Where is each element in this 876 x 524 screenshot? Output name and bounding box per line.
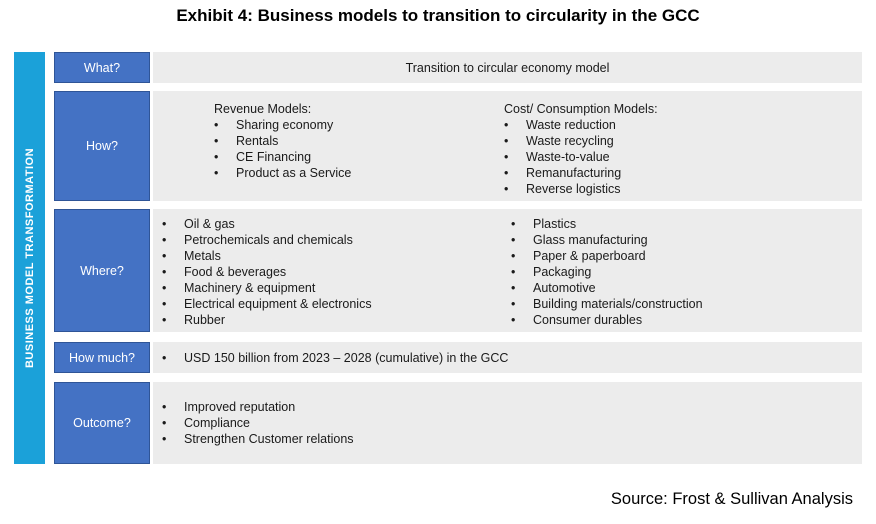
outcome-content: Improved reputation Compliance Strengthe… <box>153 382 862 464</box>
list-item: Compliance <box>162 415 354 431</box>
list-item: CE Financing <box>214 149 351 165</box>
side-label: BUSINESS MODEL TRANSFORMATION <box>23 147 36 369</box>
what-label: What? <box>54 52 150 83</box>
list-item: Packaging <box>511 264 703 280</box>
where-content: Oil & gas Petrochemicals and chemicals M… <box>153 209 862 332</box>
how-label: How? <box>54 91 150 201</box>
exhibit-title: Exhibit 4: Business models to transition… <box>176 6 700 25</box>
what-content: Transition to circular economy model <box>153 52 862 83</box>
list-item: Rubber <box>162 312 372 328</box>
cost-heading: Cost/ Consumption Models: <box>504 102 658 116</box>
list-item: Petrochemicals and chemicals <box>162 232 372 248</box>
how-much-list: USD 150 billion from 2023 – 2028 (cumula… <box>162 350 509 366</box>
list-item: Automotive <box>511 280 703 296</box>
outcome-label: Outcome? <box>54 382 150 464</box>
where-left-list: Oil & gas Petrochemicals and chemicals M… <box>162 216 372 328</box>
how-much-content: USD 150 billion from 2023 – 2028 (cumula… <box>153 342 862 373</box>
list-item: Electrical equipment & electronics <box>162 296 372 312</box>
what-text: Transition to circular economy model <box>405 60 610 75</box>
list-item: Paper & paperboard <box>511 248 703 264</box>
list-item: Building materials/construction <box>511 296 702 312</box>
list-item: Machinery & equipment <box>162 280 372 296</box>
side-bar: BUSINESS MODEL TRANSFORMATION <box>14 52 45 464</box>
where-right-list: Plastics Glass manufacturing Paper & pap… <box>511 216 703 328</box>
list-item: Reverse logistics <box>504 181 658 197</box>
list-item: Remanufacturing <box>504 165 658 181</box>
list-item: Glass manufacturing <box>511 232 703 248</box>
list-item: Product as a Service <box>214 165 351 181</box>
how-content: Revenue Models: Sharing economy Rentals … <box>153 91 862 201</box>
list-item: Metals <box>162 248 372 264</box>
list-item: Sharing economy <box>214 117 351 133</box>
cost-models: Cost/ Consumption Models: Waste reductio… <box>504 101 658 197</box>
outcome-list: Improved reputation Compliance Strengthe… <box>162 399 354 447</box>
where-label: Where? <box>54 209 150 332</box>
source-note: Source: Frost & Sullivan Analysis <box>610 490 853 508</box>
list-item: Consumer durables <box>511 312 703 328</box>
list-item: Food & beverages <box>162 264 372 280</box>
list-item: Waste reduction <box>504 117 658 133</box>
list-item: Improved reputation <box>162 399 354 415</box>
revenue-models: Revenue Models: Sharing economy Rentals … <box>214 101 351 181</box>
how-much-label: How much? <box>54 342 150 373</box>
list-item: Waste recycling <box>504 133 658 149</box>
list-item: Plastics <box>511 216 703 232</box>
list-item: Strengthen Customer relations <box>162 431 353 447</box>
list-item: Rentals <box>214 133 351 149</box>
list-item: USD 150 billion from 2023 – 2028 (cumula… <box>162 350 509 366</box>
revenue-heading: Revenue Models: <box>214 102 312 116</box>
list-item: Waste-to-value <box>504 149 658 165</box>
list-item: Oil & gas <box>162 216 372 232</box>
